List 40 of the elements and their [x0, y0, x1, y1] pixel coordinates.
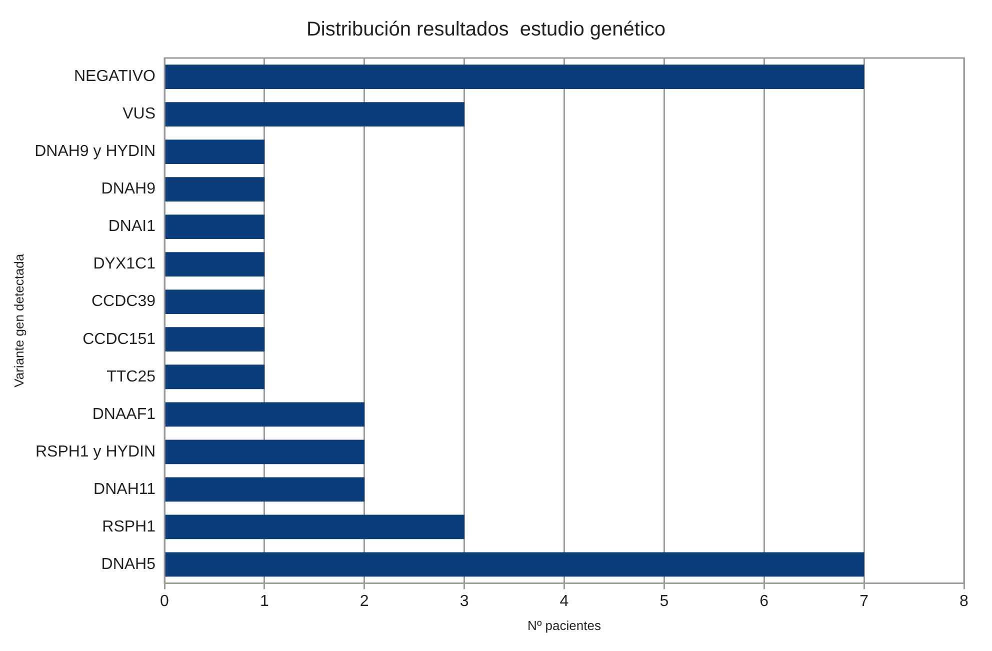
bar	[165, 364, 264, 390]
bar	[165, 102, 464, 126]
x-tick-label: 7	[860, 593, 869, 610]
y-tick-label: CCDC39	[91, 293, 156, 310]
x-tick-label: 5	[660, 593, 669, 610]
x-tick-label: 2	[360, 593, 369, 610]
bar	[165, 440, 364, 464]
bar	[165, 327, 264, 352]
x-tick-label: 3	[460, 593, 469, 610]
y-tick-label: DNAH9 y HYDIN	[34, 143, 156, 160]
y-tick-label: DYX1C1	[93, 256, 156, 273]
y-tick-label: CCDC151	[82, 330, 156, 348]
x-tick-label: 8	[960, 593, 969, 610]
y-tick-label: DNAH5	[101, 556, 156, 573]
y-tick-label: VUS	[122, 106, 156, 123]
bar	[165, 64, 864, 89]
y-tick-label: RSPH1	[102, 518, 156, 536]
y-tick-label: DNAI1	[108, 218, 156, 236]
y-tick-label: DNAH9	[101, 180, 156, 198]
bar	[165, 402, 364, 427]
x-axis-title: Nº pacientes	[528, 618, 602, 633]
y-tick-label: NEGATIVO	[74, 68, 156, 86]
y-tick-label: RSPH1 y HYDIN	[35, 443, 156, 460]
bar	[165, 290, 264, 314]
bar	[165, 252, 264, 277]
x-tick-label: 6	[760, 593, 769, 610]
x-tick-label: 1	[260, 593, 269, 610]
x-tick-label: 4	[560, 593, 569, 610]
y-tick-label: TTC25	[106, 368, 156, 386]
bar	[165, 514, 464, 540]
bar	[165, 477, 364, 502]
bar	[165, 177, 264, 202]
y-tick-label: DNAH11	[94, 480, 156, 498]
chart-title: Distribución resultados estudio genético	[306, 18, 666, 41]
bar	[165, 140, 264, 164]
bar	[165, 214, 264, 240]
y-tick-label: DNAAF1	[92, 406, 156, 423]
y-axis-title: Variante gen detectada	[11, 253, 26, 388]
bar	[165, 552, 864, 577]
x-tick-label: 0	[160, 593, 170, 610]
